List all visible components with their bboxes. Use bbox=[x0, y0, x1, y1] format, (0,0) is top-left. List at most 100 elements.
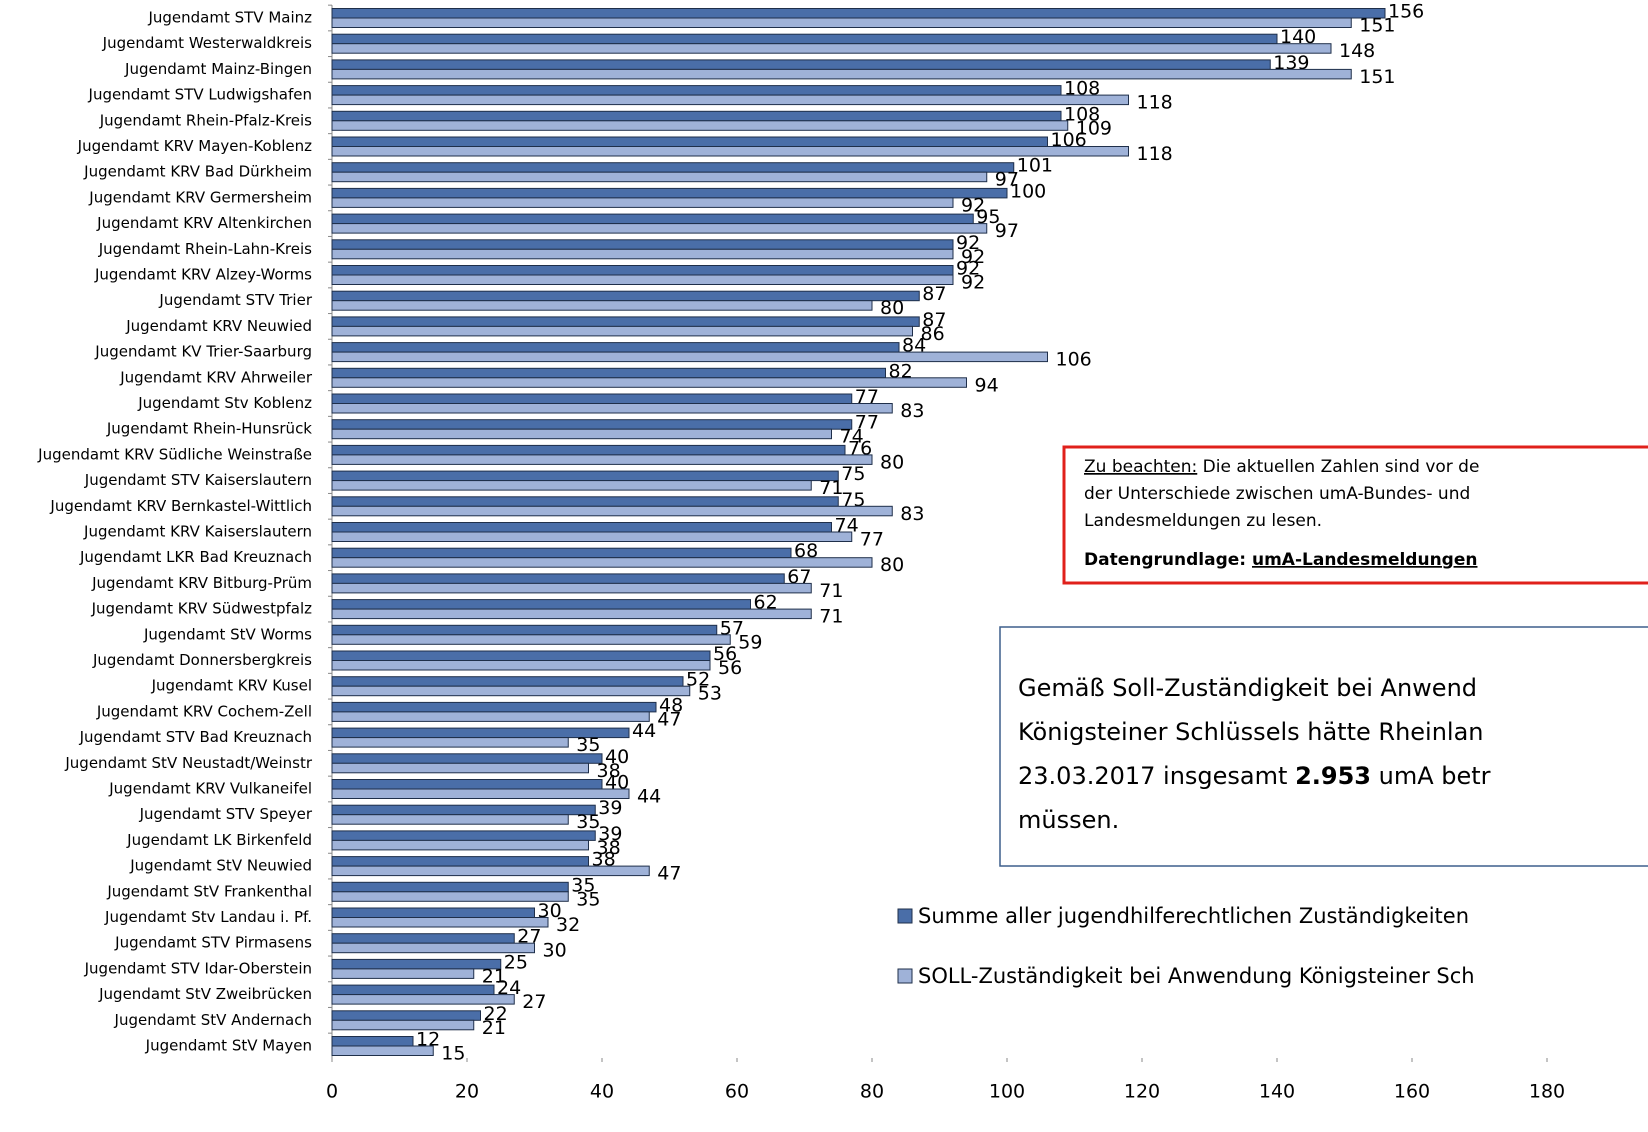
note-line: Datengrundlage: umA-Landesmeldungen bbox=[1084, 550, 1477, 570]
bar bbox=[331, 316, 920, 327]
category-label: Jugendamt Rhein-Lahn-Kreis bbox=[98, 240, 312, 258]
value-label: 148 bbox=[1339, 40, 1375, 62]
value-label: 71 bbox=[819, 580, 843, 602]
info-line: 23.03.2017 insgesamt 2.953 umA betr bbox=[1018, 762, 1491, 790]
category-label: Jugendamt KRV Bitburg-Prüm bbox=[91, 574, 312, 592]
bar bbox=[331, 942, 535, 954]
value-label: 59 bbox=[738, 631, 762, 653]
bar bbox=[331, 505, 893, 517]
bar bbox=[331, 634, 731, 645]
value-label: 38 bbox=[597, 837, 621, 859]
bar bbox=[331, 17, 1352, 28]
value-label: 15 bbox=[441, 1043, 465, 1065]
info-box bbox=[999, 626, 1648, 867]
value-label: 68 bbox=[794, 540, 818, 562]
bar bbox=[331, 531, 853, 542]
note-box bbox=[1062, 445, 1648, 585]
bar bbox=[331, 865, 650, 877]
category-label: Jugendamt StV Worms bbox=[143, 625, 312, 643]
bar bbox=[331, 557, 873, 568]
value-label: 97 bbox=[995, 220, 1019, 242]
bar bbox=[331, 367, 886, 379]
bar bbox=[331, 599, 751, 610]
bar bbox=[331, 496, 839, 507]
bar bbox=[331, 325, 913, 337]
value-label: 108 bbox=[1064, 78, 1100, 100]
plot-area: 0 20 40 60 80 100 120 140 160 180 Jugendamt STV Ma… bbox=[37, 1, 1565, 1103]
category-label: Jugendamt STV Idar-Oberstein bbox=[84, 959, 312, 977]
value-label: 108 bbox=[1064, 103, 1100, 125]
bar bbox=[331, 830, 596, 841]
note-line: Zu beachten: Die aktuellen Zahlen sind v… bbox=[1084, 457, 1479, 477]
bar bbox=[331, 213, 974, 225]
value-label: 71 bbox=[819, 477, 843, 499]
note-text: umA-Landesmeldungen bbox=[1252, 550, 1478, 570]
value-label: 67 bbox=[787, 566, 811, 588]
value-label: 39 bbox=[598, 823, 622, 845]
value-label: 151 bbox=[1359, 66, 1395, 88]
value-label: 83 bbox=[900, 400, 924, 422]
bar bbox=[331, 650, 711, 661]
value-label: 97 bbox=[995, 169, 1019, 191]
category-label: Jugendamt StV Neuwied bbox=[129, 857, 312, 875]
value-label: 35 bbox=[576, 888, 600, 910]
bar bbox=[331, 428, 832, 440]
value-label: 44 bbox=[632, 720, 656, 742]
value-label: 100 bbox=[1010, 180, 1046, 202]
bar bbox=[331, 274, 954, 285]
bar bbox=[331, 162, 1015, 173]
value-label: 84 bbox=[902, 335, 926, 357]
category-label: Jugendamt StV Frankenthal bbox=[106, 882, 312, 900]
value-label: 92 bbox=[961, 272, 985, 294]
bar bbox=[331, 676, 684, 687]
note-text: Die aktuellen Zahlen sind vor de bbox=[1197, 457, 1479, 477]
bar bbox=[331, 753, 603, 764]
value-label: 139 bbox=[1273, 52, 1309, 74]
bar bbox=[331, 839, 589, 851]
bar bbox=[331, 377, 967, 388]
value-label: 80 bbox=[880, 554, 904, 576]
value-label: 140 bbox=[1280, 26, 1316, 48]
bar bbox=[331, 136, 1048, 147]
bar bbox=[331, 907, 535, 918]
bar bbox=[331, 265, 954, 276]
value-label: 118 bbox=[1137, 143, 1173, 165]
category-label: Jugendamt STV Kaiserslautern bbox=[84, 471, 312, 489]
value-label: 80 bbox=[880, 451, 904, 473]
value-label: 27 bbox=[522, 991, 546, 1013]
x-tick-label: 80 bbox=[860, 1081, 884, 1103]
value-label: 95 bbox=[976, 206, 1000, 228]
value-label: 74 bbox=[840, 426, 864, 448]
value-label: 118 bbox=[1137, 92, 1173, 114]
x-tick-label: 0 bbox=[326, 1081, 338, 1103]
bar bbox=[331, 737, 569, 748]
value-label: 106 bbox=[1056, 349, 1092, 371]
category-label: Jugendamt STV Pirmasens bbox=[114, 934, 312, 952]
value-label: 92 bbox=[961, 246, 985, 268]
value-label: 12 bbox=[416, 1029, 440, 1051]
bar bbox=[331, 110, 1062, 122]
category-label: Jugendamt STV Trier bbox=[158, 291, 312, 309]
category-label: Jugendamt KRV Bad Dürkheim bbox=[83, 163, 312, 181]
bar bbox=[331, 762, 589, 774]
category-label: Jugendamt KRV Kaiserslautern bbox=[83, 523, 312, 541]
value-label: 62 bbox=[754, 592, 778, 614]
legend-label: SOLL-Zuständigkeit bei Anwendung Königst… bbox=[918, 964, 1475, 988]
value-label: 106 bbox=[1051, 129, 1087, 151]
value-label: 56 bbox=[713, 643, 737, 665]
bar bbox=[331, 994, 515, 1005]
category-label: Jugendamt KRV Vulkaneifel bbox=[108, 780, 312, 798]
bar bbox=[331, 1045, 434, 1056]
value-label: 74 bbox=[835, 515, 859, 537]
info-line: müssen. bbox=[1018, 806, 1119, 834]
value-label: 92 bbox=[961, 194, 985, 216]
bar bbox=[331, 403, 893, 414]
value-label: 52 bbox=[686, 669, 710, 691]
bar bbox=[331, 917, 549, 928]
bar bbox=[331, 68, 1352, 80]
info-text: umA betr bbox=[1371, 762, 1491, 790]
x-tick-label: 180 bbox=[1529, 1081, 1565, 1103]
bar bbox=[331, 1019, 475, 1031]
x-tick-label: 160 bbox=[1394, 1081, 1430, 1103]
